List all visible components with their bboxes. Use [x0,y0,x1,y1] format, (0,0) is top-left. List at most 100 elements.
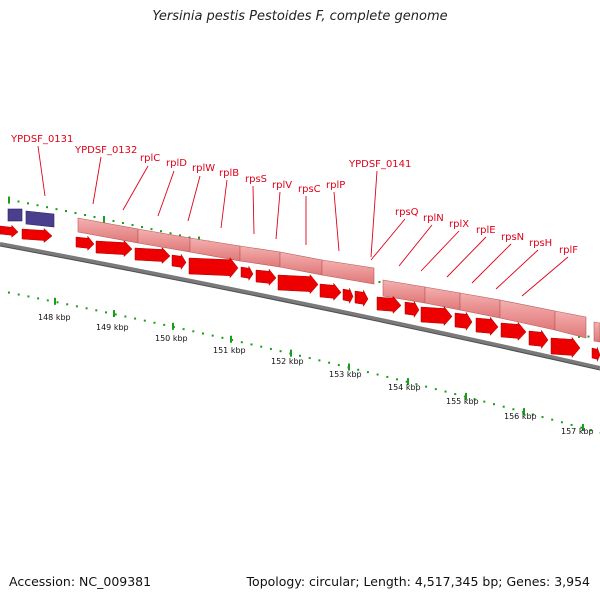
gene-label[interactable]: rplF [559,245,578,256]
tick-mark [260,345,263,348]
cds-arrow[interactable] [240,266,254,282]
tick-mark [202,332,204,335]
cds-arrow[interactable] [528,329,549,350]
tick-mark [211,334,214,337]
cds-arrow[interactable] [95,239,133,258]
scale-major-tick [465,392,467,400]
gene-box-6[interactable] [321,259,375,285]
gene-leader-line [252,185,255,235]
gene-box-11[interactable] [554,310,587,339]
scale-major-tick [348,363,350,371]
gene-label[interactable]: rplN [423,213,444,224]
tick-mark [37,297,40,300]
tick-mark [483,400,486,403]
cds-arrow[interactable] [277,273,319,295]
genes-label: Genes: [506,574,551,589]
scale-label: 157 kbp [561,427,594,436]
gene-label[interactable]: rpsS [245,174,267,185]
genes-value: 3,954 [554,574,590,589]
gene-leader-line [398,224,433,267]
tick-mark [192,330,195,333]
gene-label[interactable]: rpsN [501,232,524,243]
tick-mark [74,212,77,215]
tick-mark [531,413,534,416]
cds-arrow[interactable] [342,288,354,304]
scale-label: 152 kbp [271,357,304,366]
tick-mark [366,371,369,374]
gene-label[interactable]: YPDSF_0141 [348,159,411,170]
gene-leader-line [333,191,340,252]
gene-box-12[interactable] [593,321,600,343]
gene-label[interactable]: rplV [272,180,292,191]
gene-label[interactable]: YPDSF_0132 [74,145,137,156]
gene-label[interactable]: rplD [166,158,187,169]
gene-label[interactable]: rplW [192,163,215,174]
cds-arrow[interactable] [188,256,239,279]
length-label: Length: [363,574,411,589]
gene-box-8[interactable] [424,286,461,311]
scale-label: 149 kbp [96,323,129,332]
tick-mark [150,228,153,231]
gene-leader-line [187,175,201,222]
tick-mark [8,291,10,294]
tick-mark [56,301,59,304]
gene-box-3[interactable] [189,237,241,262]
tick-mark [65,210,67,213]
cds-arrow[interactable] [376,295,402,314]
tick-mark [143,319,146,322]
feature-box-0132[interactable] [25,210,55,228]
cds-arrow[interactable] [255,268,277,286]
gene-box-5[interactable] [279,251,323,276]
cds-arrow[interactable] [171,253,187,271]
cds-arrow[interactable] [591,347,600,362]
tick-mark [337,364,340,367]
tick-mark [434,388,437,391]
gene-leader-line [521,256,569,297]
accession-info: Accession: NC_009381 [9,574,151,589]
gene-leader-line [370,218,406,261]
cds-arrow[interactable] [319,282,342,301]
cds-arrow[interactable] [500,321,527,342]
cds-arrow[interactable] [75,235,95,251]
map-title: Yersinia pestis Pestoides F, complete ge… [152,9,448,24]
topology-value: circular [309,574,356,589]
cds-arrow[interactable] [475,316,499,336]
cds-arrow[interactable] [454,311,473,332]
cds-arrow[interactable] [550,336,581,359]
tick-mark [396,378,398,381]
gene-label[interactable]: YPDSF_0131 [10,134,73,145]
tick-mark [551,418,554,421]
cds-arrow[interactable] [404,300,420,319]
gene-label[interactable]: rplP [326,180,345,191]
gene-label[interactable]: rplB [219,168,239,179]
scale-label: 153 kbp [329,370,362,379]
tick-mark [240,341,243,344]
gene-box-4[interactable] [239,245,281,268]
tick-mark [160,230,162,233]
gene-label[interactable]: rpsH [529,238,552,249]
gene-label[interactable]: rpsQ [395,207,419,218]
tick-mark [415,383,418,386]
cds-arrow[interactable] [420,305,453,327]
feature-box-0131[interactable] [7,208,23,222]
cds-arrow[interactable] [0,224,19,238]
tick-mark [269,347,272,350]
tick-mark [376,373,379,376]
gene-label[interactable]: rplX [449,219,469,230]
accession-value: NC_009381 [79,574,152,589]
tick-mark [378,280,381,283]
genome-summary: Topology: circular; Length: 4,517,345 bp… [246,574,590,589]
tick-mark [179,234,181,237]
cds-arrow[interactable] [21,227,53,244]
tick-mark [580,426,583,429]
gene-label[interactable]: rplC [140,153,160,164]
cds-arrow[interactable] [354,290,369,308]
tick-mark [46,206,48,209]
gene-label[interactable]: rpsC [298,184,321,195]
tick-mark [17,200,20,203]
cds-arrow[interactable] [134,246,171,265]
cds-arrow-track [0,224,600,362]
gene-label[interactable]: rplE [476,225,496,236]
gene-leader-line [495,249,539,290]
